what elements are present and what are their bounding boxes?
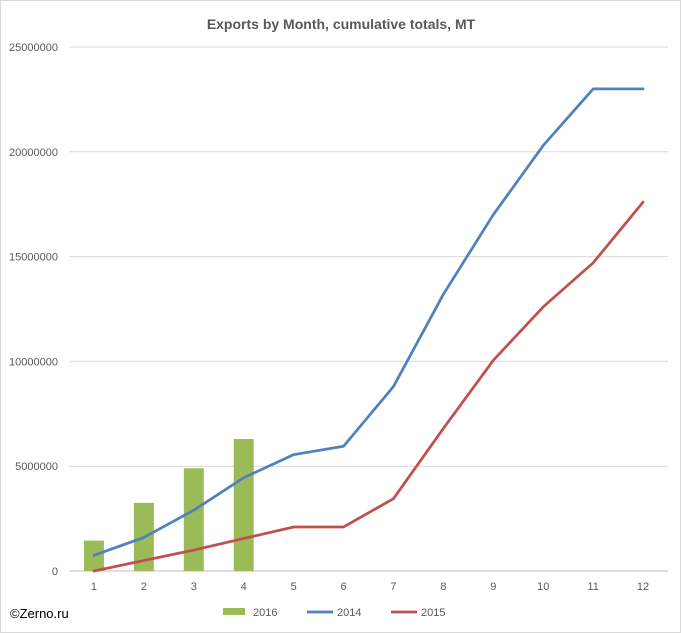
bar-2016-month-3 — [183, 468, 204, 571]
x-tick-label: 2 — [141, 581, 147, 593]
legend: 2016 2014 2015 — [223, 607, 445, 619]
y-tick-label: 25000000 — [9, 42, 58, 54]
x-tick-label: 1 — [91, 581, 97, 593]
y-tick-label: 0 — [52, 566, 58, 578]
x-axis: 1 2 3 4 5 6 7 8 9 10 11 12 — [91, 581, 649, 593]
chart-title: Exports by Month, cumulative totals, MT — [207, 16, 476, 32]
y-tick-label: 15000000 — [9, 252, 58, 264]
line-series-2014 — [92, 87, 645, 557]
x-tick-label: 3 — [191, 581, 197, 593]
x-tick-label: 4 — [241, 581, 247, 593]
x-tick-label: 10 — [537, 581, 549, 593]
legend-label-2016: 2016 — [253, 607, 277, 619]
x-tick-label: 9 — [490, 581, 496, 593]
legend-label-2014: 2014 — [337, 607, 361, 619]
legend-label-2015: 2015 — [421, 607, 445, 619]
x-tick-label: 6 — [340, 581, 346, 593]
x-tick-label: 5 — [291, 581, 297, 593]
x-tick-label: 12 — [637, 581, 649, 593]
y-tick-label: 10000000 — [9, 356, 58, 368]
x-tick-label: 7 — [390, 581, 396, 593]
line-series-2015 — [92, 200, 645, 573]
x-tick-label: 8 — [440, 581, 446, 593]
bar-2016-month-4 — [233, 438, 254, 571]
y-axis: 0 5000000 10000000 15000000 20000000 25000000 — [9, 42, 58, 578]
y-tick-label: 5000000 — [15, 461, 58, 473]
y-tick-label: 20000000 — [9, 147, 58, 159]
grid-lines — [69, 46, 668, 572]
x-tick-label: 11 — [587, 581, 598, 593]
legend-swatch-2016 — [223, 608, 245, 615]
source-label: ©Zerno.ru — [10, 606, 69, 621]
line-series-layer — [92, 87, 645, 573]
